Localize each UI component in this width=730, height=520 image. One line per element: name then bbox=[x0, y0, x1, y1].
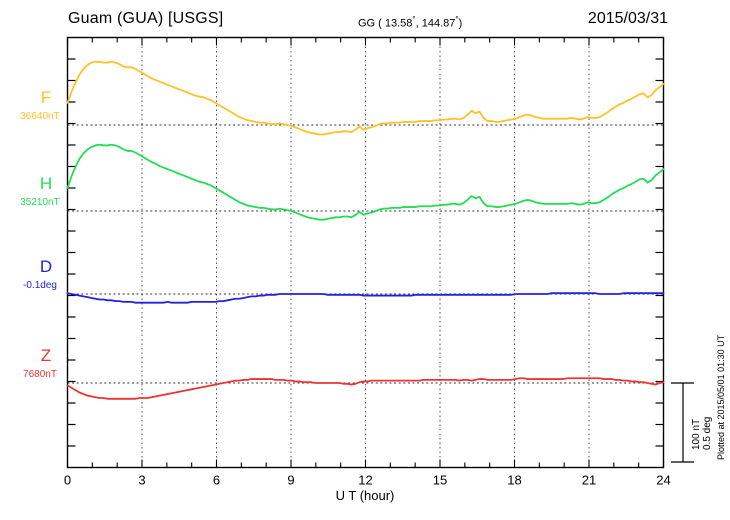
x-tick-label: 18 bbox=[507, 473, 521, 488]
x-tick-label: 12 bbox=[358, 473, 372, 488]
geographic-coordinates: GG ( 13.58°, 144.87°) bbox=[358, 15, 462, 30]
x-tick-label: 21 bbox=[582, 473, 596, 488]
plotted-timestamp: Plotted at 2015/05/01 01:30 UT bbox=[716, 334, 726, 460]
gridlines bbox=[141, 37, 590, 468]
x-tick-label: 24 bbox=[656, 473, 670, 488]
component-baseline-d: -0.1deg bbox=[23, 280, 57, 291]
degree-symbol-icon: ° bbox=[412, 15, 416, 24]
scale-units-deg: 0.5 deg bbox=[702, 416, 713, 450]
observation-date: 2015/03/31 bbox=[587, 10, 668, 27]
data-traces bbox=[66, 60, 665, 400]
component-letter-h: H bbox=[40, 174, 52, 193]
x-tick-label: 0 bbox=[64, 473, 71, 488]
chart-header: Guam (GUA) [USGS] GG ( 13.58°, 144.87°) … bbox=[0, 0, 730, 36]
component-baseline-h: 35210nT bbox=[20, 197, 59, 208]
degree-symbol-icon: ° bbox=[455, 15, 459, 24]
x-tick-label: 9 bbox=[287, 473, 294, 488]
scale-units-nt: 100 nT bbox=[691, 418, 702, 450]
x-tick-label: 6 bbox=[213, 473, 220, 488]
x-tick-label: 3 bbox=[138, 473, 145, 488]
coords-suffix: ) bbox=[458, 17, 463, 30]
plot-frame bbox=[66, 36, 665, 469]
component-baseline-f: 36640nT bbox=[20, 111, 59, 122]
page-title: Guam (GUA) [USGS] bbox=[68, 10, 224, 27]
component-letter-z: Z bbox=[41, 346, 51, 365]
component-baseline-z: 7680nT bbox=[23, 369, 57, 380]
component-letter-d: D bbox=[40, 257, 52, 276]
x-axis-label: U T (hour) bbox=[336, 488, 395, 503]
x-axis-tick-labels: 0 3 6 9 12 15 18 21 24 bbox=[64, 473, 671, 488]
scale-bar bbox=[671, 382, 694, 463]
scale-bar-units: 100 nT 0.5 deg bbox=[691, 417, 713, 450]
coords-lon: , 144.87 bbox=[415, 17, 456, 30]
component-labels: F 36640nT H 35210nT D -0.1deg Z 7680nT bbox=[20, 88, 59, 380]
coords-lat-prefix: GG ( 13.58 bbox=[358, 17, 413, 30]
x-tick-label: 15 bbox=[433, 473, 447, 488]
component-letter-f: F bbox=[41, 88, 51, 107]
